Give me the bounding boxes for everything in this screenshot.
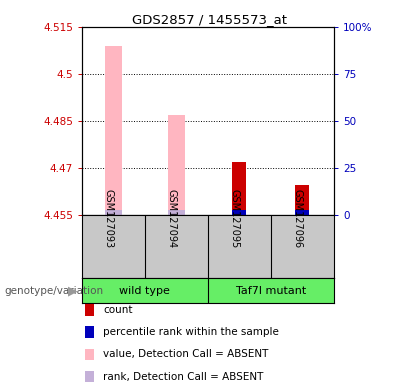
Text: GSM127093: GSM127093: [103, 189, 113, 248]
Bar: [105, 46, 122, 215]
Text: rank, Detection Call = ABSENT: rank, Detection Call = ABSENT: [103, 372, 263, 382]
Text: genotype/variation: genotype/variation: [4, 286, 103, 296]
Bar: [296, 185, 310, 215]
Bar: [296, 210, 310, 215]
Bar: [168, 115, 185, 215]
Text: ▶: ▶: [68, 285, 78, 297]
Bar: [233, 210, 247, 215]
Text: GDS2857 / 1455573_at: GDS2857 / 1455573_at: [132, 13, 288, 26]
Text: wild type: wild type: [119, 286, 171, 296]
Text: GSM127096: GSM127096: [292, 189, 302, 248]
Text: GSM127094: GSM127094: [166, 189, 176, 248]
Text: Taf7l mutant: Taf7l mutant: [236, 286, 306, 296]
Text: value, Detection Call = ABSENT: value, Detection Call = ABSENT: [103, 349, 268, 359]
Bar: [168, 210, 185, 215]
Bar: [105, 210, 122, 215]
Text: count: count: [103, 305, 132, 315]
Bar: [233, 162, 247, 215]
Text: percentile rank within the sample: percentile rank within the sample: [103, 327, 279, 337]
Text: GSM127095: GSM127095: [229, 189, 239, 248]
